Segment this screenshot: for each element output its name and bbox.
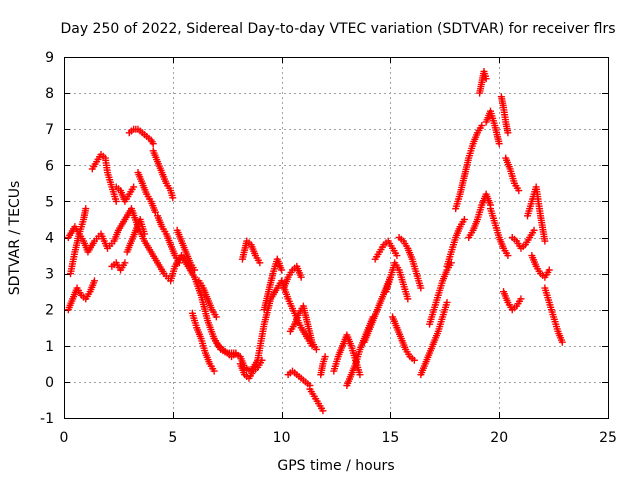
- data-points: [64, 67, 566, 415]
- x-tick-labels: 0 5 10 15 20 25: [60, 430, 617, 446]
- plot-frame: [64, 57, 609, 419]
- y-tick-label: 3: [45, 267, 54, 283]
- data-point: [530, 226, 538, 234]
- x-axis-label: GPS time / hours: [277, 458, 394, 474]
- data-point: [558, 338, 566, 346]
- y-tick-label: 0: [45, 375, 54, 391]
- chart-title: Day 250 of 2022, Sidereal Day-to-day VTE…: [60, 21, 615, 37]
- data-point: [356, 371, 364, 379]
- data-point: [321, 353, 329, 361]
- data-point: [443, 298, 451, 306]
- data-point: [545, 266, 553, 274]
- data-point: [258, 356, 266, 364]
- y-tick-label: -1: [40, 411, 54, 427]
- y-tick-label: 8: [45, 86, 54, 102]
- data-point: [191, 266, 199, 274]
- data-point: [130, 183, 138, 191]
- x-tick-label: 10: [273, 430, 291, 446]
- grid-lines: [64, 57, 608, 418]
- y-tick-label: 6: [45, 158, 54, 174]
- data-point: [210, 367, 218, 375]
- data-point: [256, 259, 264, 267]
- data-point: [460, 215, 468, 223]
- x-tick-label: 25: [599, 430, 617, 446]
- data-point: [319, 407, 327, 415]
- data-point: [417, 284, 425, 292]
- y-tick-label: 1: [45, 339, 54, 355]
- data-point: [169, 194, 177, 202]
- x-tick-label: 15: [381, 430, 399, 446]
- data-point: [90, 277, 98, 285]
- data-point: [495, 140, 503, 148]
- y-axis-label: SDTVAR / TECUs: [7, 181, 23, 296]
- y-tick-label: 7: [45, 122, 54, 138]
- data-point: [393, 252, 401, 260]
- y-tick-label: 9: [45, 50, 54, 66]
- x-tick-label: 5: [168, 430, 177, 446]
- data-point: [504, 252, 512, 260]
- y-tick-labels: -1 0 1 2 3 4 5 6 7 8 9: [40, 50, 54, 427]
- x-tick-label: 0: [60, 430, 69, 446]
- y-tick-label: 5: [45, 194, 54, 210]
- x-tick-label: 20: [490, 430, 508, 446]
- data-point: [478, 122, 486, 130]
- data-point: [297, 273, 305, 281]
- data-point: [404, 295, 412, 303]
- data-point: [504, 129, 512, 137]
- data-point: [482, 75, 490, 83]
- data-point: [149, 140, 157, 148]
- data-point: [82, 205, 90, 213]
- data-point: [278, 266, 286, 274]
- data-point: [515, 187, 523, 195]
- data-point: [175, 259, 183, 267]
- data-point: [312, 345, 320, 353]
- y-tick-label: 2: [45, 303, 54, 319]
- data-point: [112, 197, 120, 205]
- data-point: [517, 295, 525, 303]
- y-tick-label: 4: [45, 231, 54, 247]
- data-point: [232, 349, 240, 357]
- data-point: [151, 208, 159, 216]
- data-point: [410, 356, 418, 364]
- data-point: [212, 313, 220, 321]
- data-point: [121, 259, 129, 267]
- data-point: [141, 230, 149, 238]
- data-point: [541, 237, 549, 245]
